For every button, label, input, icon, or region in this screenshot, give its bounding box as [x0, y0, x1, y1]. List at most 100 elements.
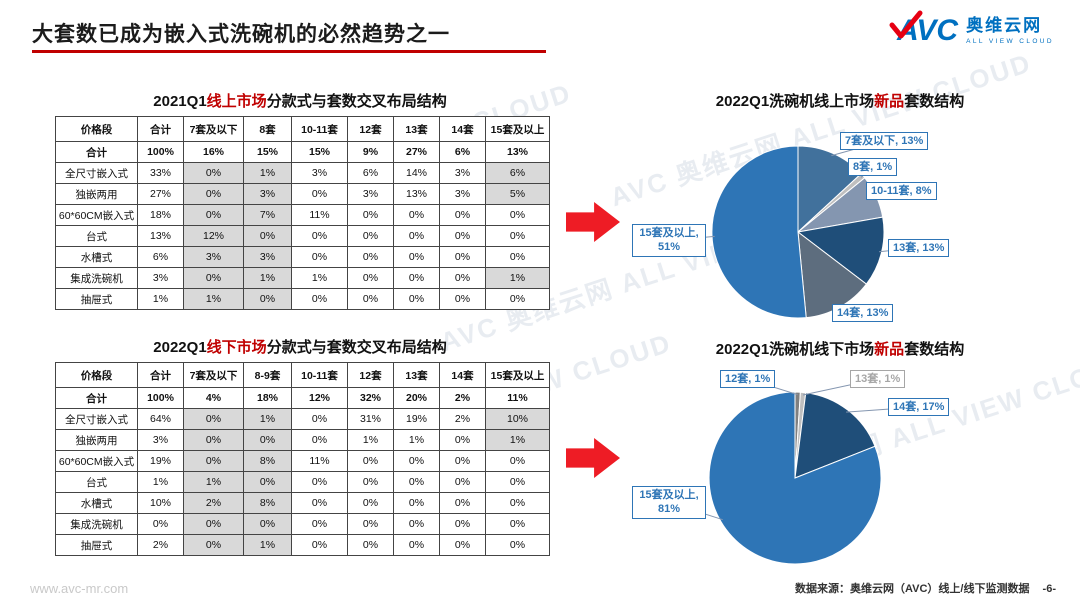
column-header: 15套及以上: [485, 116, 550, 142]
table-row: 独嵌两用 27% 0% 3% 0% 3% 13% 3% 5%: [55, 183, 550, 205]
cell: 0%: [291, 429, 348, 451]
table-header-row: 价格段 合计 7套及以下 8-9套 10-11套 12套 13套 14套 15套及以上: [55, 362, 550, 388]
column-header: 13套: [393, 116, 440, 142]
cell: 0%: [393, 534, 440, 556]
cell: 1%: [347, 429, 394, 451]
row-label: 台式: [55, 471, 138, 493]
page-number: -6-: [1042, 583, 1056, 595]
cell: 0%: [439, 429, 486, 451]
cell: 0%: [439, 471, 486, 493]
cell: 11%: [291, 204, 348, 226]
avc-logo: AVC 奥维云网 ALL VIEW CLOUD: [889, 10, 1054, 48]
cell: 1%: [291, 267, 348, 289]
cell: 0%: [439, 492, 486, 514]
column-header: 价格段: [55, 116, 138, 142]
cell: 18%: [243, 387, 292, 409]
cell: 19%: [393, 408, 440, 430]
cell: 6%: [439, 141, 486, 163]
cell: 7%: [243, 204, 292, 226]
cell: 0%: [439, 204, 486, 226]
title-prefix: 2022Q1: [153, 339, 207, 356]
pie-callout-label: 7套及以下, 13%: [840, 132, 929, 151]
cell: 0%: [291, 246, 348, 268]
pie-callout-label: 14套, 17%: [888, 398, 950, 417]
logo-mark: AVC: [889, 10, 958, 48]
title-underline: [32, 50, 546, 53]
cell: 3%: [243, 183, 292, 205]
column-header: 10-11套: [291, 362, 348, 388]
cell: 0%: [291, 225, 348, 247]
column-header: 7套及以下: [183, 362, 244, 388]
cell: 0%: [439, 288, 486, 310]
column-header: 13套: [393, 362, 440, 388]
table-row: 集成洗碗机 0% 0% 0% 0% 0% 0% 0% 0%: [55, 513, 550, 535]
cell: 0%: [347, 246, 394, 268]
online-pie-chart: 7套及以下, 13% 8套, 1% 10-11套, 8% 13套, 13% 14套, 1…: [620, 112, 1060, 342]
title-highlight: 线下市场: [206, 339, 267, 356]
title-suffix: 套数结构: [904, 93, 965, 110]
row-label: 全尺寸嵌入式: [55, 408, 138, 430]
cell: 3%: [347, 183, 394, 205]
cell: 0%: [393, 471, 440, 493]
cell: 0%: [485, 204, 550, 226]
cell: 0%: [485, 225, 550, 247]
cell: 3%: [243, 246, 292, 268]
cell: 0%: [439, 513, 486, 535]
column-header: 7套及以下: [183, 116, 244, 142]
cell: 1%: [183, 288, 244, 310]
red-arrow-icon: [566, 202, 620, 242]
row-label: 60*60CM嵌入式: [55, 450, 138, 472]
cell: 0%: [485, 246, 550, 268]
cell: 8%: [243, 492, 292, 514]
cell: 0%: [183, 183, 244, 205]
online-market-table: 价格段 合计 7套及以下 8套 10-11套 12套 13套 14套 15套及以上 合计 100% 1…: [55, 116, 550, 310]
cell: 0%: [347, 534, 394, 556]
cell: 0%: [183, 534, 244, 556]
cell: 33%: [137, 162, 184, 184]
cell: 1%: [243, 267, 292, 289]
cell: 10%: [137, 492, 184, 514]
table-row: 台式 13% 12% 0% 0% 0% 0% 0% 0%: [55, 225, 550, 247]
cell: 0%: [347, 513, 394, 535]
cell: 10%: [485, 408, 550, 430]
cell: 0%: [439, 534, 486, 556]
cell: 0%: [347, 225, 394, 247]
title-prefix: 2022Q1洗碗机线上市场: [715, 93, 875, 110]
column-header: 10-11套: [291, 116, 348, 142]
pie-chart-svg: [668, 378, 919, 565]
row-label: 合计: [55, 387, 138, 409]
table-row: 全尺寸嵌入式 64% 0% 1% 0% 31% 19% 2% 10%: [55, 408, 550, 430]
cell: 0%: [347, 450, 394, 472]
cell: 0%: [291, 288, 348, 310]
cell: 2%: [439, 387, 486, 409]
cell: 0%: [183, 429, 244, 451]
cell: 0%: [439, 225, 486, 247]
row-label: 台式: [55, 225, 138, 247]
cell: 0%: [393, 450, 440, 472]
table-row: 全尺寸嵌入式 33% 0% 1% 3% 6% 14% 3% 6%: [55, 162, 550, 184]
cell: 2%: [137, 534, 184, 556]
cell: 3%: [291, 162, 348, 184]
table-row: 合计 100% 4% 18% 12% 32% 20% 2% 11%: [55, 387, 550, 409]
cell: 1%: [485, 267, 550, 289]
cell: 27%: [393, 141, 440, 163]
cell: 0%: [393, 288, 440, 310]
cell: 0%: [347, 267, 394, 289]
cell: 0%: [347, 471, 394, 493]
data-source: 数据来源：奥维云网（AVC）线上/线下监测数据 -6-: [795, 580, 1056, 596]
cell: 9%: [347, 141, 394, 163]
cell: 19%: [137, 450, 184, 472]
pie-callout-label: 10-11套, 8%: [866, 182, 937, 201]
page-title: 大套数已成为嵌入式洗碗机的必然趋势之一: [32, 23, 450, 46]
row-label: 水槽式: [55, 246, 138, 268]
cell: 0%: [485, 471, 550, 493]
pie-callout-label: 14套, 13%: [832, 304, 894, 323]
row-label: 60*60CM嵌入式: [55, 204, 138, 226]
pie-slice-15套及以上: [708, 391, 882, 565]
cell: 20%: [393, 387, 440, 409]
cell: 0%: [393, 225, 440, 247]
row-label: 集成洗碗机: [55, 267, 138, 289]
table-header-row: 价格段 合计 7套及以下 8套 10-11套 12套 13套 14套 15套及以上: [55, 116, 550, 142]
column-header: 15套及以上: [485, 362, 550, 388]
offline-pie-title: 2022Q1洗碗机线下市场新品套数结构: [620, 338, 1060, 359]
